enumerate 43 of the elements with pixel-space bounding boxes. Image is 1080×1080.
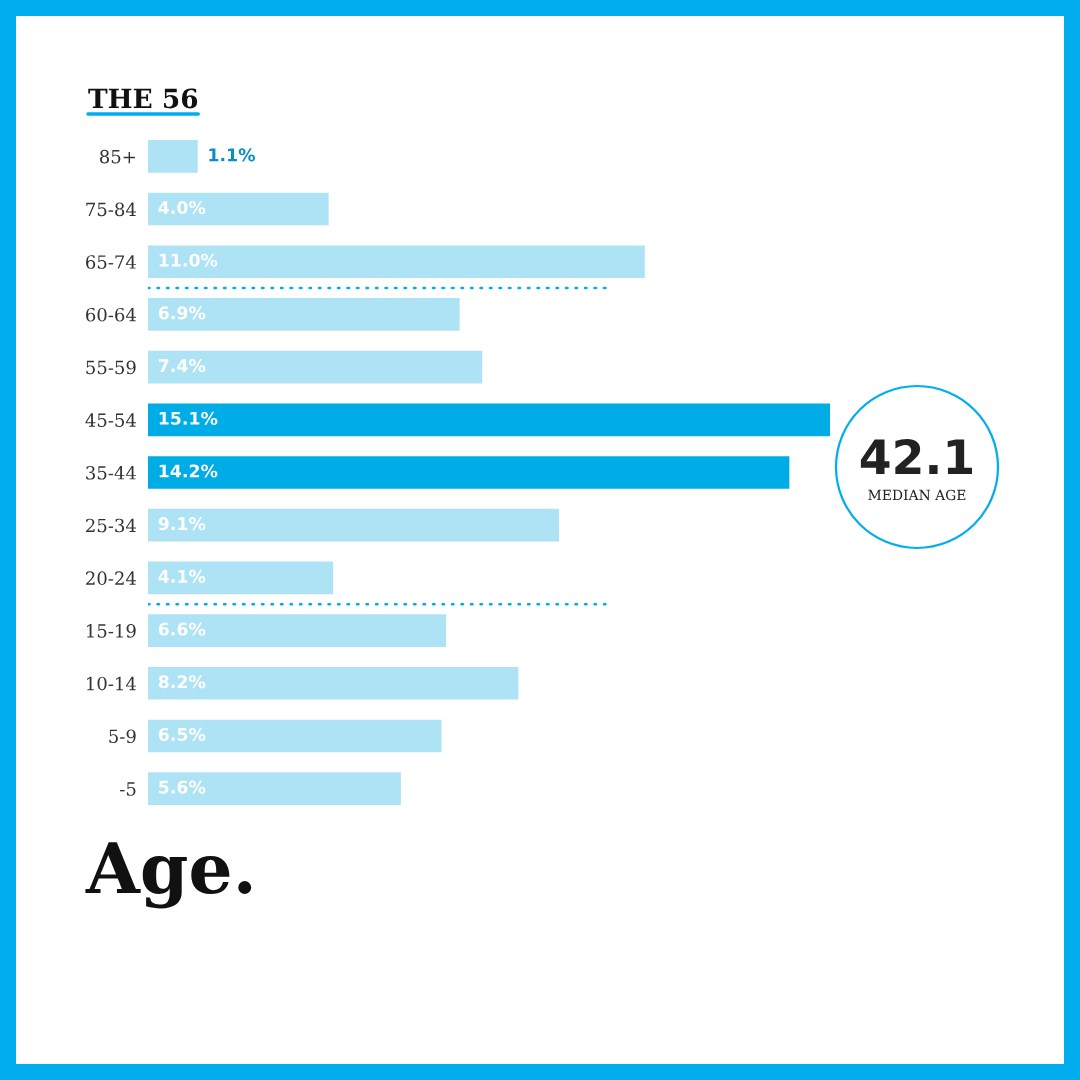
data-label: 6.6%: [158, 622, 206, 636]
bar: [148, 614, 447, 647]
data-label: 11.0%: [159, 253, 218, 267]
y-tick-label: 65-74: [86, 255, 136, 269]
bar: [148, 350, 483, 384]
data-label: 6.5%: [158, 727, 206, 741]
data-label: 8.2%: [158, 675, 206, 689]
bar: [148, 772, 401, 805]
y-tick-label: 85+: [99, 149, 135, 164]
y-tick-label: 45-54: [85, 413, 136, 427]
data-label: 6.9%: [158, 306, 206, 320]
y-tick-label: 60-64: [86, 307, 136, 322]
bar: [148, 666, 519, 700]
text: 42.1: [860, 438, 973, 474]
data-label: 1.1%: [209, 148, 255, 162]
bar: [148, 140, 198, 173]
y-tick-label: 25-34: [86, 518, 136, 533]
data-label: 14.2%: [159, 464, 218, 478]
bar: [148, 192, 329, 226]
y-tick-label: 10-14: [87, 676, 136, 691]
bar: [148, 403, 830, 437]
y-tick-label: 55-59: [86, 360, 136, 375]
bar: [148, 508, 560, 542]
data-label: 9.1%: [158, 517, 206, 531]
chart-subtitle: THE 56: [88, 88, 198, 109]
bar: [148, 245, 645, 279]
data-label: 4.0%: [158, 200, 206, 215]
text: MEDIAN AGE: [868, 489, 966, 501]
text: Age.: [85, 842, 252, 909]
y-tick-label: -5: [120, 782, 136, 796]
data-label: 7.4%: [158, 359, 206, 373]
data-label: 15.1%: [159, 411, 218, 425]
y-tick-label: 5-9: [109, 729, 136, 744]
y-tick-label: 15-19: [87, 624, 136, 638]
bar: [148, 719, 442, 753]
data-label: 5.6%: [159, 780, 206, 794]
bar: [148, 561, 334, 595]
y-tick-label: 35-44: [86, 465, 136, 480]
data-label: 4.1%: [158, 569, 206, 583]
y-tick-label: 75-84: [86, 202, 136, 217]
bar: [148, 298, 460, 331]
y-tick-label: 20-24: [86, 571, 136, 585]
bar: [148, 456, 790, 489]
